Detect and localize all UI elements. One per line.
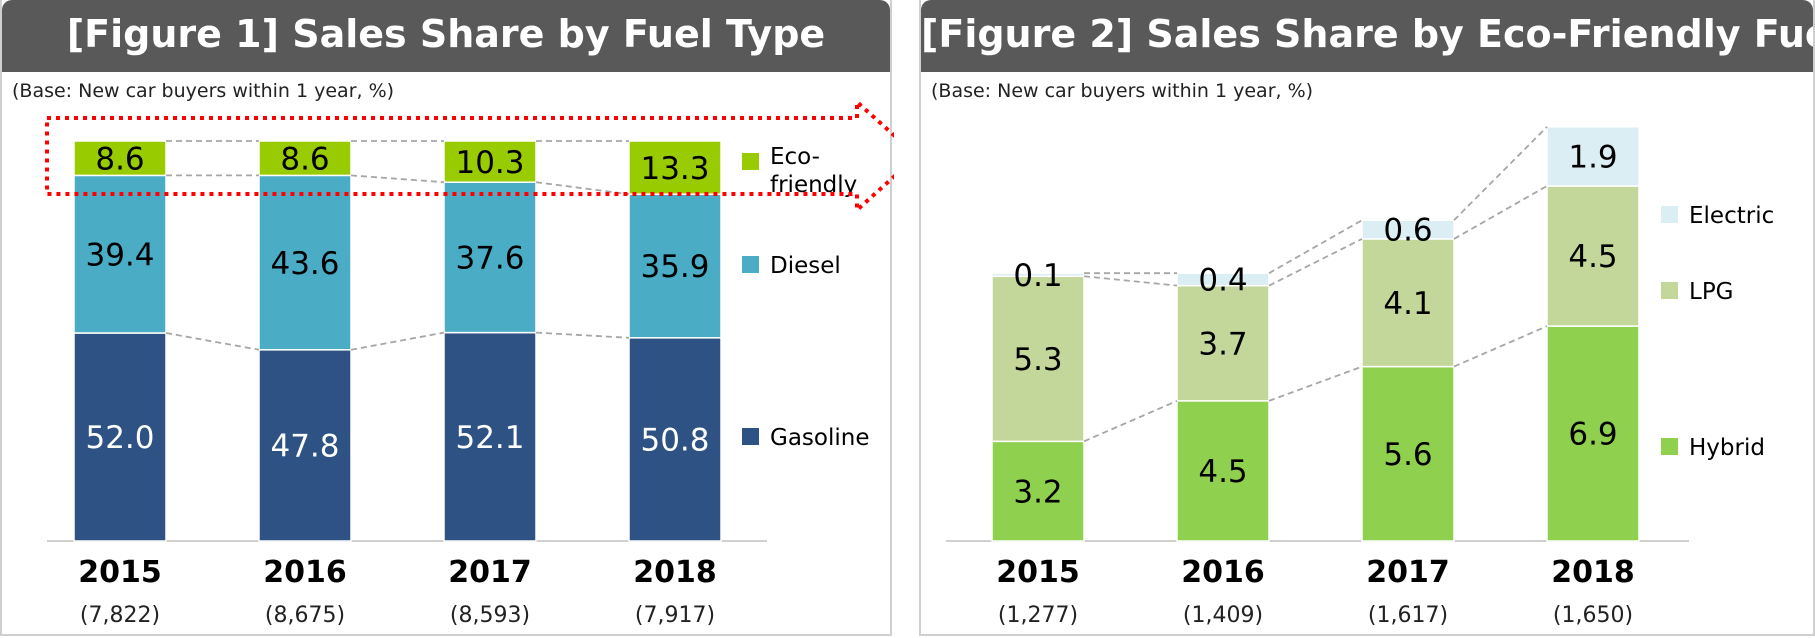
category-label-2016: 2016	[263, 555, 347, 590]
bar-lpg-2015	[991, 275, 1085, 443]
sample-size-2016: (1,409)	[1183, 603, 1263, 628]
sample-size-2017: (8,593)	[450, 603, 530, 628]
connector-electric-2017	[1453, 126, 1548, 221]
figure1-chart: 52.0 39.4 8.6 2015 (7,822) 47.8 43.6 8.6 2016 (8,…	[45, 97, 894, 628]
data-label-eco-friendly-2018: 13.3	[640, 151, 709, 187]
data-label-gasoline-2016: 47.8	[270, 429, 339, 465]
data-label-electric-2015: 0.1	[1013, 258, 1062, 294]
connector-lpg-2015	[1083, 275, 1178, 287]
data-label-diesel-2017: 37.6	[455, 241, 524, 277]
category-label-2017: 2017	[448, 555, 532, 590]
data-label-hybrid-2016: 4.5	[1198, 454, 1247, 490]
legend-swatch-lpg	[1661, 282, 1678, 299]
bar-hybrid-2015	[991, 440, 1085, 542]
data-label-eco-friendly-2015: 8.6	[95, 141, 144, 177]
legend-swatch-electric	[1661, 206, 1678, 223]
data-label-electric-2016: 0.4	[1198, 263, 1247, 299]
connector-hybrid-2015	[1083, 400, 1178, 443]
sample-size-2018: (7,917)	[635, 603, 715, 628]
bar-gasoline-2017	[443, 331, 537, 542]
data-label-lpg-2015: 5.3	[1013, 342, 1062, 378]
sample-size-2018: (1,650)	[1553, 603, 1633, 628]
legend-swatch-hybrid	[1661, 438, 1678, 455]
category-label-2015: 2015	[78, 555, 162, 590]
legend-label-electric: Electric	[1689, 203, 1774, 229]
sample-size-2016: (8,675)	[265, 603, 345, 628]
data-label-lpg-2016: 3.7	[1198, 326, 1247, 362]
data-label-gasoline-2018: 50.8	[640, 423, 709, 459]
bar-eco-friendly-2016	[258, 140, 352, 177]
data-label-diesel-2015: 39.4	[85, 237, 154, 273]
data-label-hybrid-2018: 6.9	[1568, 417, 1617, 453]
figure2-base-note: (Base: New car buyers within 1 year, %)	[931, 80, 1314, 102]
connector-diesel-2016	[350, 174, 445, 184]
bar-lpg-2016	[1176, 284, 1270, 402]
data-label-eco-friendly-2017: 10.3	[455, 145, 524, 181]
legend-label-eco-friendly: Eco-friendly	[770, 144, 857, 198]
data-label-lpg-2017: 4.1	[1383, 286, 1432, 322]
connector-lpg-2016	[1268, 238, 1363, 287]
bar-hybrid-2017	[1361, 365, 1455, 542]
data-label-diesel-2016: 43.6	[270, 246, 339, 282]
bar-electric-2016	[1176, 272, 1270, 287]
bar-diesel-2015	[73, 174, 167, 334]
category-label-2018: 2018	[1551, 555, 1635, 590]
sample-size-2015: (1,277)	[998, 603, 1078, 628]
data-label-electric-2017: 0.6	[1383, 213, 1432, 249]
connector-gasoline-2017	[535, 331, 630, 339]
connector-gasoline-2015	[165, 332, 260, 351]
sample-size-2015: (7,822)	[80, 603, 160, 628]
legend-label-diesel: Diesel	[770, 253, 841, 279]
bar-electric-2015	[991, 272, 1085, 278]
connector-electric-2016	[1268, 219, 1363, 274]
figure2-chart: 3.2 5.3 0.1 2015 (1,277) 4.5 3.7 0.4 2016 (1,409)…	[946, 126, 1774, 628]
sample-size-2017: (1,617)	[1368, 603, 1448, 628]
legend-label-lpg: LPG	[1689, 279, 1734, 305]
data-label-electric-2018: 1.9	[1568, 140, 1617, 176]
highlight-arrow	[45, 97, 894, 215]
bar-electric-2017	[1361, 219, 1455, 240]
bar-diesel-2018	[628, 193, 722, 339]
bar-hybrid-2018	[1546, 325, 1640, 542]
category-label-2017: 2017	[1366, 555, 1450, 590]
category-label-2016: 2016	[1181, 555, 1265, 590]
legend-label-hybrid: Hybrid	[1689, 435, 1765, 461]
bar-diesel-2017	[443, 181, 537, 334]
figure2-panel: [Figure 2] Sales Share by Eco-Friendly F…	[919, 0, 1815, 636]
data-label-gasoline-2017: 52.1	[455, 420, 524, 456]
connector-hybrid-2016	[1268, 365, 1363, 402]
figure1-base-note: (Base: New car buyers within 1 year, %)	[12, 80, 395, 102]
data-label-gasoline-2015: 52.0	[85, 420, 154, 456]
bar-electric-2018	[1546, 126, 1640, 187]
bar-eco-friendly-2015	[73, 140, 167, 177]
bar-hybrid-2016	[1176, 400, 1270, 542]
legend-label-gasoline: Gasoline	[770, 425, 869, 451]
connector-lpg-2017	[1453, 185, 1548, 240]
legend-swatch-diesel	[742, 256, 759, 273]
bar-eco-friendly-2017	[443, 140, 537, 183]
bar-diesel-2016	[258, 174, 352, 351]
data-label-hybrid-2015: 3.2	[1013, 474, 1062, 510]
figure2-title: [Figure 2] Sales Share by Eco-Friendly F…	[921, 0, 1813, 72]
data-label-eco-friendly-2016: 8.6	[280, 141, 329, 177]
bar-eco-friendly-2018	[628, 140, 722, 195]
figure1-title: [Figure 1] Sales Share by Fuel Type	[2, 0, 890, 72]
data-label-diesel-2018: 35.9	[640, 249, 709, 285]
figure1-panel: [Figure 1] Sales Share by Fuel Type (Bas…	[0, 0, 894, 636]
category-label-2015: 2015	[996, 555, 1080, 590]
data-label-hybrid-2017: 5.6	[1383, 437, 1432, 473]
legend-swatch-eco-friendly	[742, 153, 759, 170]
bar-gasoline-2018	[628, 337, 722, 542]
data-label-lpg-2018: 4.5	[1568, 239, 1617, 275]
category-label-2018: 2018	[633, 555, 717, 590]
connector-hybrid-2017	[1453, 325, 1548, 368]
connector-gasoline-2016	[350, 331, 445, 351]
legend-swatch-gasoline	[742, 428, 759, 445]
connector-diesel-2017	[535, 181, 630, 196]
bar-lpg-2017	[1361, 238, 1455, 368]
bar-gasoline-2016	[258, 349, 352, 542]
